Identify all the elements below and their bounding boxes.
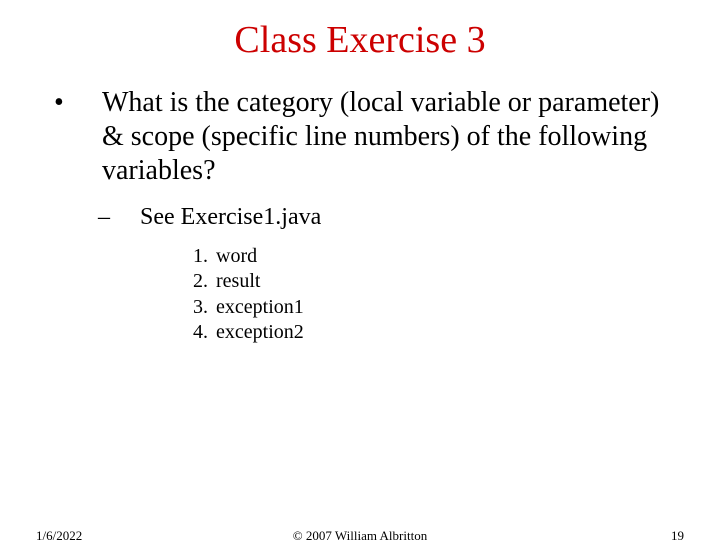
list-item: 3. exception1 — [178, 295, 670, 321]
footer-page-number: 19 — [671, 528, 684, 544]
item-number: 3. — [178, 295, 216, 321]
item-text: word — [216, 244, 670, 270]
bullet-marker: • — [50, 86, 102, 188]
numbered-list: 1. word 2. result 3. exception1 4. excep… — [178, 244, 670, 346]
item-number: 1. — [178, 244, 216, 270]
bullet-level1: • What is the category (local variable o… — [50, 86, 670, 188]
footer-copyright: © 2007 William Albritton — [0, 528, 720, 544]
dash-marker: – — [94, 202, 140, 233]
list-item: 1. word — [178, 244, 670, 270]
item-text: exception2 — [216, 320, 670, 346]
bullet-text: What is the category (local variable or … — [102, 86, 670, 188]
slide: Class Exercise 3 • What is the category … — [0, 18, 720, 558]
item-number: 4. — [178, 320, 216, 346]
level2-text: See Exercise1.java — [140, 202, 321, 233]
item-number: 2. — [178, 269, 216, 295]
slide-title: Class Exercise 3 — [0, 18, 720, 62]
slide-body: • What is the category (local variable o… — [0, 86, 720, 346]
list-item: 2. result — [178, 269, 670, 295]
list-item: 4. exception2 — [178, 320, 670, 346]
item-text: result — [216, 269, 670, 295]
item-text: exception1 — [216, 295, 670, 321]
bullet-level2: – See Exercise1.java — [94, 202, 670, 233]
